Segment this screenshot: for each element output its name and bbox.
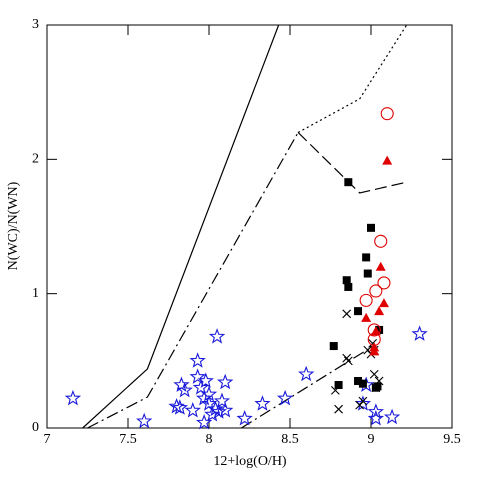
star-marker [176,381,193,398]
star-marker [217,401,234,418]
star-marker [354,395,372,411]
star-marker [173,376,190,392]
cross-marker [343,356,353,366]
x-axis-label: 12+log(O/H) [213,454,287,469]
x-tick-label: 9.5 [443,432,461,447]
reference-line [241,346,372,429]
x-tick-label: 8.5 [281,432,299,447]
star-marker [236,410,253,426]
star-marker [276,389,294,406]
star-marker [367,403,385,419]
reference-line [297,24,408,133]
star-marker [208,328,226,344]
circle-marker [367,323,381,337]
cross-marker [363,345,373,355]
circle-marker [359,293,373,307]
square-marker [342,276,351,285]
cross-marker [342,309,352,319]
y-tick-label: 1 [32,286,39,301]
reference-line [82,24,280,429]
star-marker [184,401,201,418]
square-marker [354,376,363,385]
square-marker [354,307,363,316]
y-tick-label: 0 [32,420,39,435]
y-tick-label: 2 [32,152,39,167]
star-marker [204,406,221,422]
star-marker [213,392,231,409]
circle-marker [380,107,394,121]
star-marker [192,379,210,395]
reference-line [297,132,407,194]
circle-marker [367,332,381,346]
star-marker [197,372,214,388]
square-marker [367,223,375,232]
x-tick-label: 7.5 [119,432,137,447]
square-marker [362,253,371,262]
cross-marker [371,383,381,393]
star-marker [210,403,227,419]
star-marker [189,368,206,384]
triangle-marker [375,261,386,271]
square-marker [334,381,343,390]
circle-marker [377,276,391,290]
x-tick-label: 9 [368,432,375,447]
circle-marker [374,234,388,248]
star-marker [189,352,206,368]
y-tick-label: 3 [32,17,39,32]
square-marker [344,282,353,291]
square-marker [358,379,367,388]
star-marker [383,408,401,425]
star-marker [217,373,234,390]
triangle-marker [378,298,389,308]
square-marker [375,325,384,334]
star-marker [64,389,82,406]
triangle-marker [374,306,385,316]
cross-marker [369,369,379,379]
cross-marker [355,400,365,410]
star-marker [171,399,188,415]
x-tick-label: 8 [206,432,213,447]
cross-marker [342,353,352,363]
y-axis-label: N(WC)/N(WN) [6,181,21,270]
star-marker [411,325,428,341]
triangle-marker [382,155,393,165]
reference-line [87,132,299,429]
square-marker [329,342,338,351]
star-marker [298,365,315,382]
triangle-marker [369,346,380,356]
circle-marker [369,284,383,298]
star-marker [195,414,213,430]
x-tick-label: 7 [44,432,51,447]
triangle-marker [361,312,372,322]
star-marker [254,395,271,411]
cross-marker [330,385,340,395]
cross-marker [334,404,343,414]
square-marker [344,178,353,187]
star-marker [367,410,385,426]
cross-marker [358,396,368,406]
square-marker [363,269,372,278]
star-marker [136,412,153,429]
cross-marker [374,376,384,386]
plot-frame [46,24,453,429]
